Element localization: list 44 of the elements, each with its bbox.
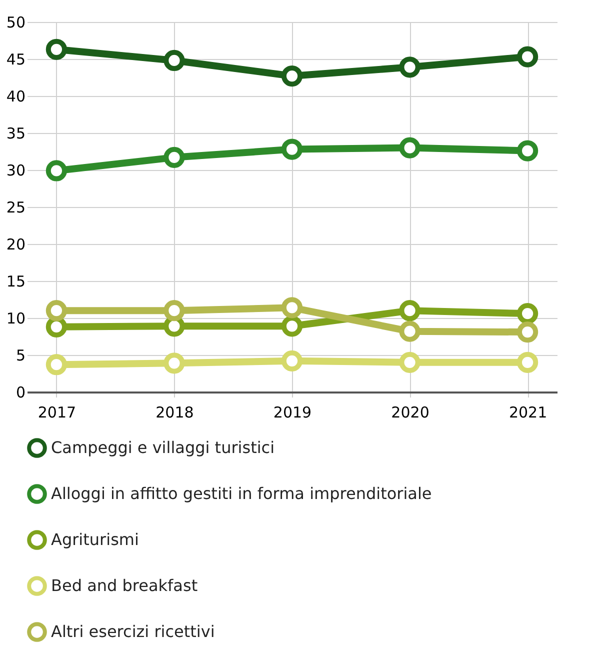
point <box>516 322 538 343</box>
y-tick-label: 5 <box>16 346 26 364</box>
y-tick-label: 20 <box>6 236 26 254</box>
point <box>516 303 538 324</box>
legend-label: Campeggi e villaggi turistici <box>51 438 275 457</box>
y-tick-label: 30 <box>6 162 26 180</box>
y-tick-label: 0 <box>16 384 26 402</box>
legend-label: Bed and breakfast <box>51 576 198 595</box>
y-tick-label: 50 <box>6 14 26 32</box>
y-tick-label: 45 <box>6 50 26 68</box>
point <box>46 160 68 182</box>
point <box>281 65 303 87</box>
x-tick-label: 2018 <box>156 404 194 422</box>
y-tick-label: 35 <box>6 124 26 142</box>
point <box>399 320 420 342</box>
legend-label: Alloggi in affitto gestiti in forma imprenditoriale <box>51 484 432 503</box>
point <box>281 316 303 337</box>
point <box>399 352 420 373</box>
point <box>281 350 303 372</box>
y-tick-label: 40 <box>6 88 26 106</box>
y-tick-label: 15 <box>6 272 26 290</box>
point <box>399 56 420 78</box>
point <box>516 46 538 68</box>
point <box>164 300 185 322</box>
x-tick-label: 2020 <box>391 404 430 422</box>
legend-label: Altri esercizi ricettivi <box>51 622 215 641</box>
legend-label: Agriturismi <box>51 530 139 549</box>
point <box>399 137 420 158</box>
point <box>164 352 185 374</box>
point <box>46 300 68 322</box>
point <box>399 300 420 322</box>
x-tick-label: 2021 <box>508 404 548 422</box>
y-tick-label: 10 <box>6 310 26 328</box>
point <box>516 140 538 162</box>
point <box>281 297 303 318</box>
x-tick-label: 2017 <box>38 404 76 422</box>
point <box>46 38 68 60</box>
point <box>46 354 68 376</box>
point <box>516 352 538 373</box>
point <box>164 146 185 168</box>
point <box>281 138 303 160</box>
x-tick-label: 2019 <box>273 404 312 422</box>
point <box>164 50 185 72</box>
y-tick-label: 25 <box>6 198 26 216</box>
